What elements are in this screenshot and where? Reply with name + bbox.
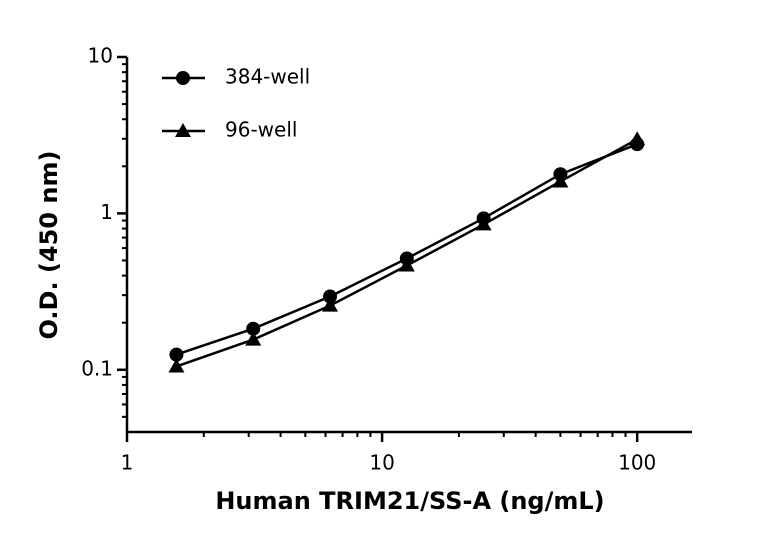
data-point [245, 331, 262, 346]
x-axis-title: Human TRIM21/SS-A (ng/mL) [215, 487, 604, 515]
legend-marker [176, 71, 190, 85]
data-point [168, 358, 185, 373]
data-point [169, 347, 184, 362]
legend-marker [175, 123, 191, 137]
x-tick-label: 100 [618, 451, 656, 475]
data-point [322, 297, 339, 312]
legend-label: 96-well [225, 118, 297, 142]
x-tick-label: 1 [121, 451, 134, 475]
y-tick-label: 0.1 [81, 356, 113, 380]
y-tick-label: 1 [100, 200, 113, 224]
legend-label: 384-well [225, 65, 310, 89]
data-point [398, 257, 415, 272]
data-point [323, 289, 338, 304]
data-point [246, 321, 261, 336]
data-point [475, 216, 492, 231]
data-point [629, 131, 646, 146]
series-line [176, 143, 638, 356]
y-axis-title: O.D. (450 nm) [35, 151, 63, 340]
x-tick-label: 10 [369, 451, 394, 475]
data-point [552, 173, 569, 188]
y-tick-label: 10 [88, 44, 113, 68]
